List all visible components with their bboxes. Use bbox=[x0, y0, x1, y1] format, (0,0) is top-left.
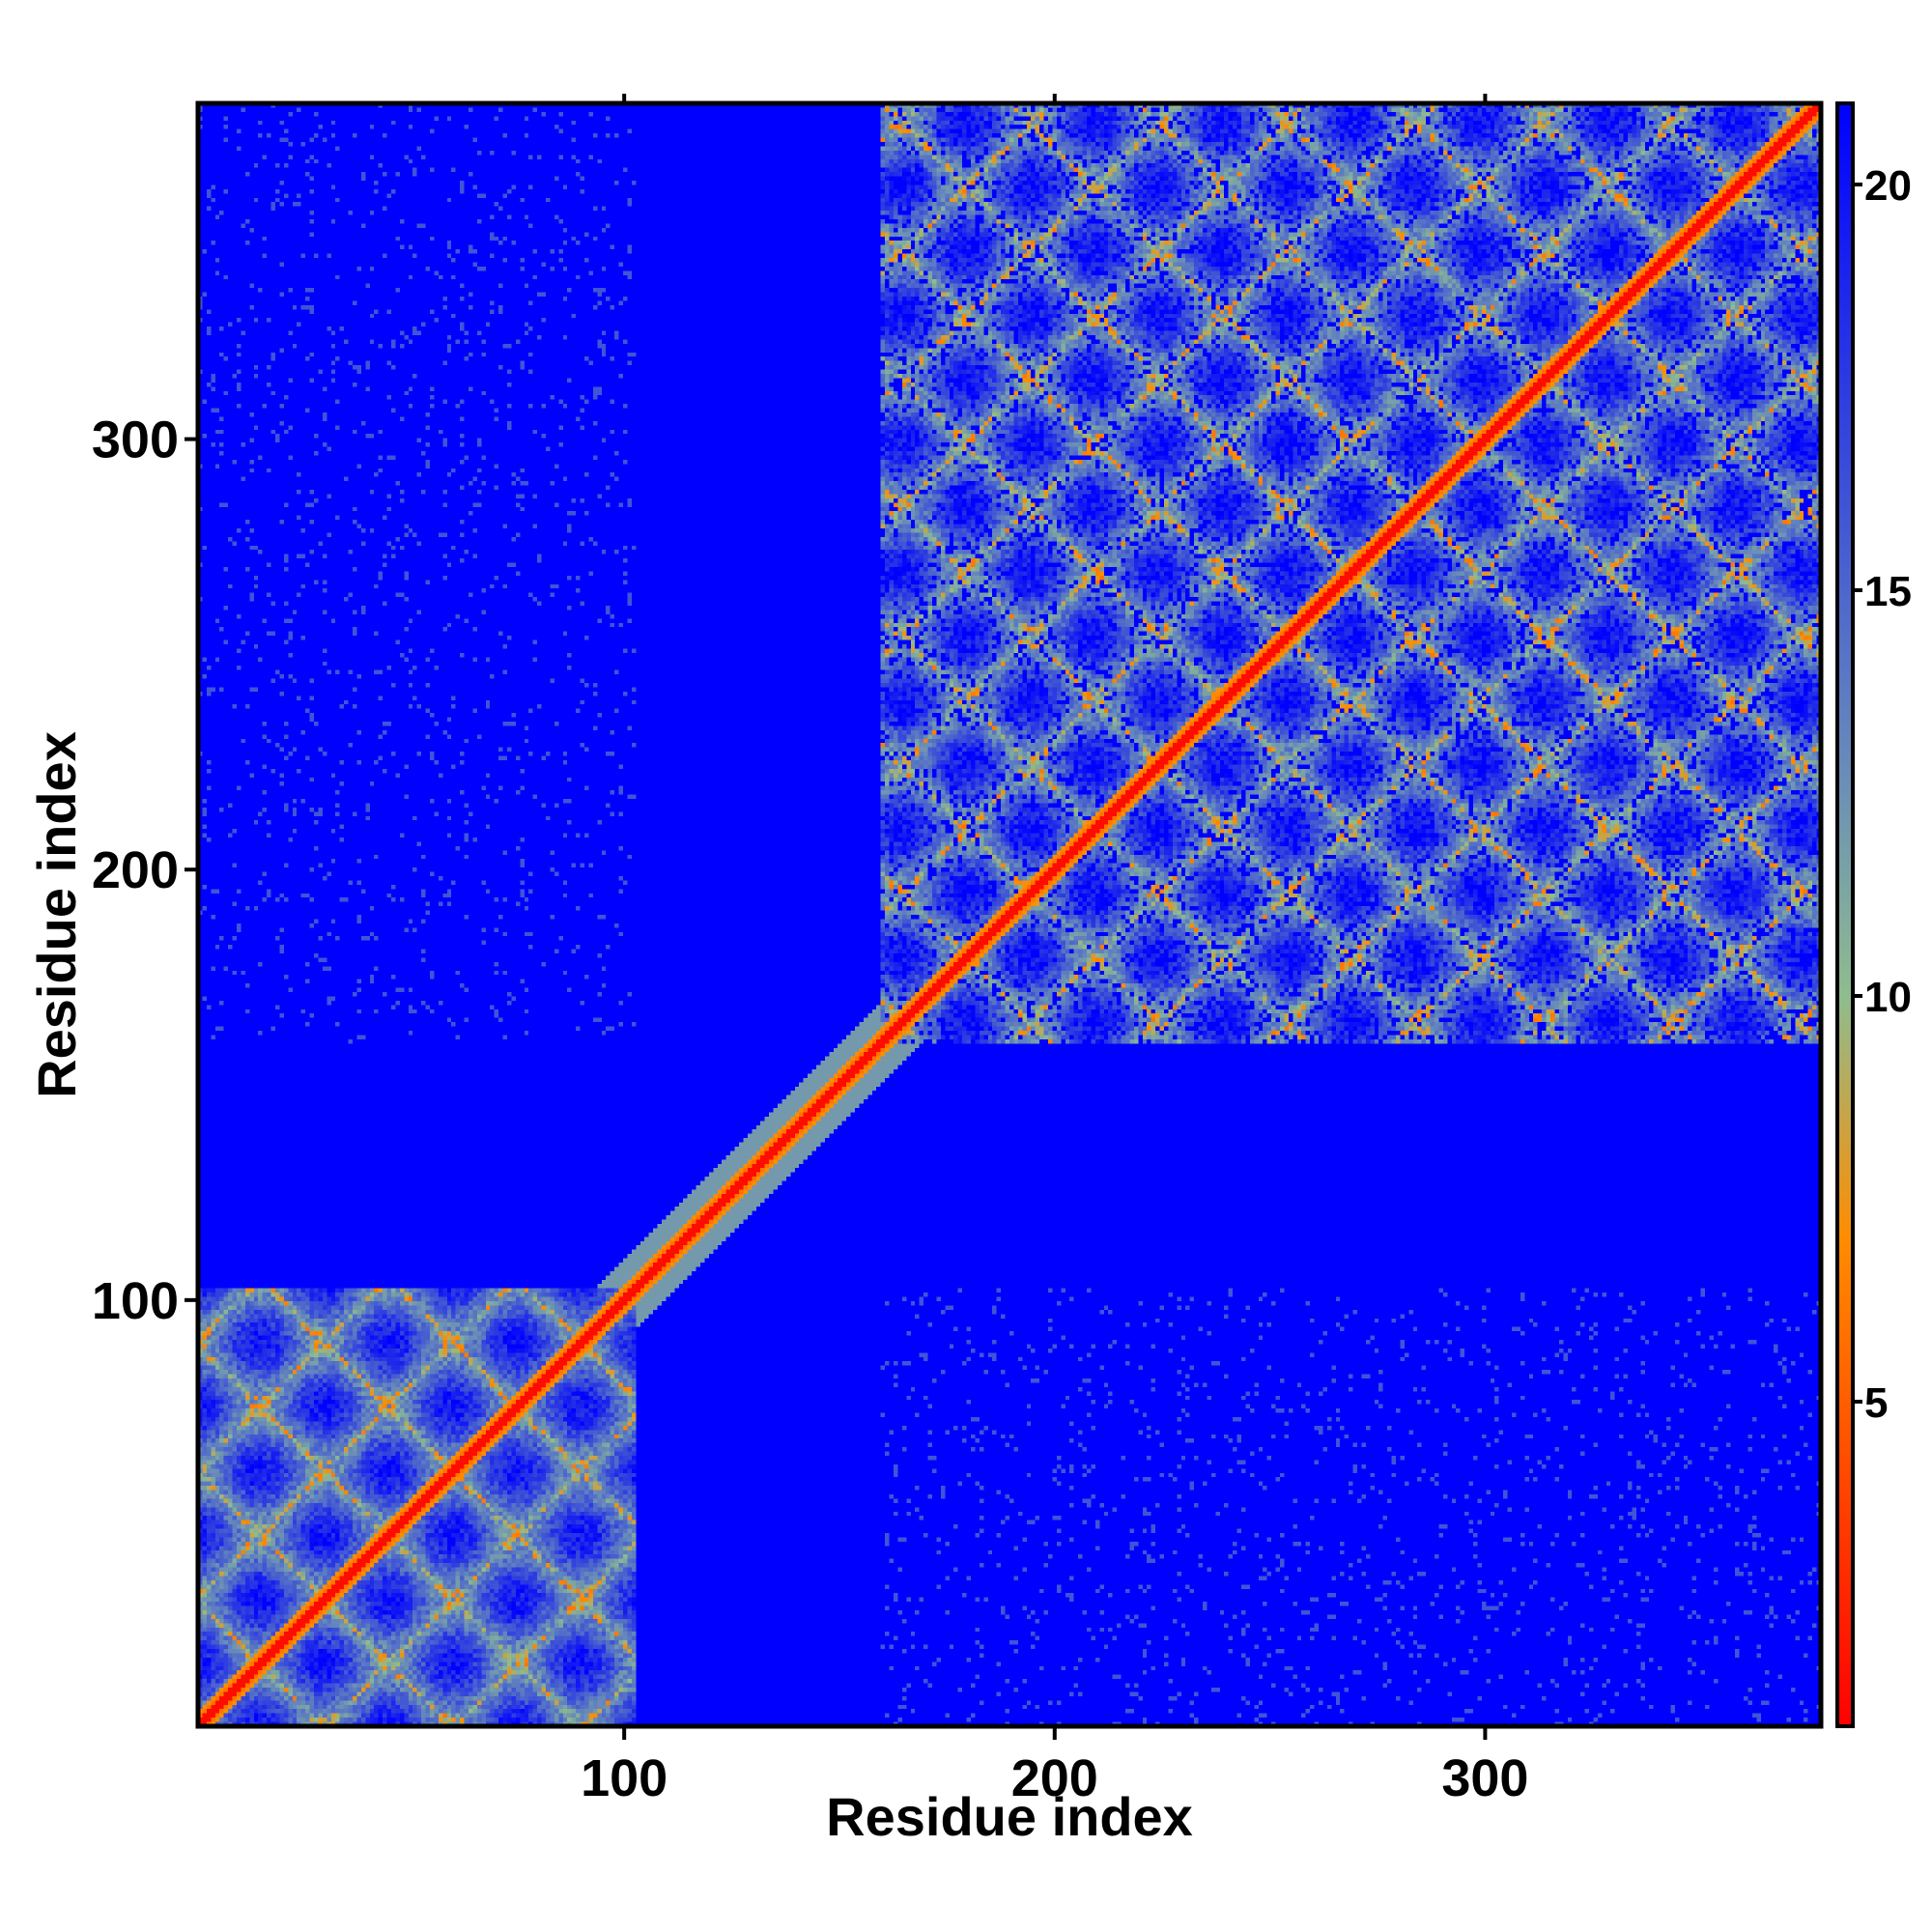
y-axis: 100 200 300 bbox=[92, 412, 198, 1330]
heatmap-cells bbox=[198, 103, 1821, 1726]
colorbar-tick-label: 5 bbox=[1864, 1379, 1888, 1427]
colorbar-tick-label: 10 bbox=[1864, 974, 1912, 1021]
colorbar-gradient bbox=[1835, 101, 1855, 1728]
y-tick-label: 300 bbox=[92, 412, 179, 469]
x-tick-label: 100 bbox=[581, 1749, 668, 1807]
top-ticks bbox=[622, 94, 1488, 103]
y-tick-label: 200 bbox=[92, 841, 179, 899]
plot-frame bbox=[195, 100, 1824, 1729]
heatmap-image bbox=[198, 103, 1821, 1726]
colorbar-tick-label: 20 bbox=[1864, 162, 1912, 210]
y-axis-title: Residue index bbox=[26, 731, 87, 1098]
colorbar-tick-label: 15 bbox=[1864, 568, 1912, 615]
x-tick-label: 300 bbox=[1441, 1749, 1528, 1807]
colorbar: 5 10 15 20 bbox=[1835, 101, 1912, 1728]
x-tick-label: 200 bbox=[1011, 1749, 1098, 1807]
x-axis: 100 200 300 bbox=[581, 1726, 1528, 1807]
x-axis-title: Residue index bbox=[826, 1786, 1193, 1847]
y-tick-label: 100 bbox=[92, 1272, 179, 1330]
